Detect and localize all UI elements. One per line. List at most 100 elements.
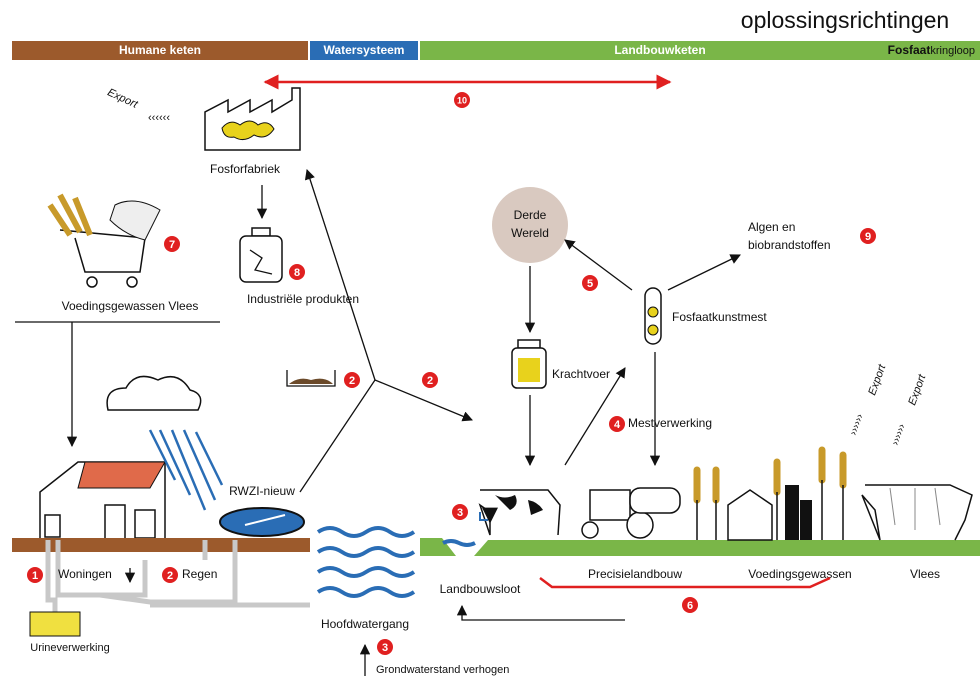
band-label: Watersysteem (324, 43, 405, 57)
arrow (456, 604, 625, 621)
cloud (106, 375, 202, 411)
shape (134, 509, 156, 539)
shape (589, 489, 631, 521)
export-label: Export (106, 86, 141, 111)
shape (785, 485, 799, 540)
badge-number: 3 (382, 642, 388, 654)
shape (289, 264, 305, 280)
badges: 10 7 8 5 9 2 2 4 3 1 2 3 6 (27, 92, 876, 655)
label: Fosfaatkunstmest (672, 310, 767, 324)
badge-number: 5 (587, 278, 593, 290)
shape (517, 339, 541, 349)
shape (59, 229, 146, 273)
label: biobrandstoffen (748, 238, 831, 252)
badge: 7 (164, 236, 180, 252)
shape (860, 228, 876, 244)
cow-icon (478, 489, 561, 536)
shape (495, 495, 543, 515)
title: oplossingsrichtingen (741, 7, 949, 33)
badge: 10 (454, 92, 470, 108)
cart-icon (47, 193, 161, 288)
shape (109, 200, 161, 241)
band-humane (12, 41, 308, 60)
rwzi-tank (219, 507, 305, 537)
shape (249, 249, 273, 275)
wheat-stems (696, 480, 844, 540)
shape (647, 306, 659, 318)
shape (316, 546, 416, 558)
badge-number: 2 (427, 375, 433, 387)
shape (244, 514, 286, 526)
export-label: Export (866, 362, 888, 397)
shape (27, 567, 43, 583)
shape (454, 92, 470, 108)
export-label: Export (906, 372, 928, 407)
water-waves (316, 526, 416, 598)
shape (667, 254, 741, 291)
red-line (539, 576, 831, 589)
badge: 6 (682, 597, 698, 613)
shape (204, 87, 301, 151)
rain (148, 429, 224, 511)
badge: 3 (452, 504, 468, 520)
badge-number: 8 (294, 267, 300, 279)
badge-number: 4 (614, 419, 621, 431)
band-label: Landbouwketen (614, 43, 705, 57)
shape (889, 487, 941, 530)
shape (126, 276, 138, 288)
label: Wereld (511, 226, 549, 240)
shape (148, 429, 224, 511)
shape (77, 461, 166, 489)
chevrons: ›››››› (847, 412, 866, 437)
band-water (310, 41, 418, 60)
badge-number: 2 (167, 570, 173, 582)
badge: 2 (344, 372, 360, 388)
shape (581, 521, 599, 539)
badge: 2 (162, 567, 178, 583)
badge-number: 6 (687, 600, 693, 612)
label: Regen (182, 567, 217, 581)
shape (626, 511, 654, 539)
shape (647, 324, 659, 336)
label: Woningen (58, 567, 112, 581)
shape (374, 379, 473, 422)
shape (104, 504, 126, 541)
shape (800, 500, 812, 540)
shape (609, 416, 625, 432)
badge: 4 (609, 416, 625, 432)
label: Mestverwerking (628, 416, 712, 430)
shape (316, 586, 416, 598)
shape (377, 639, 393, 655)
label: Landbouwsloot (440, 582, 521, 596)
label: Hoofdwatergang (321, 617, 409, 631)
chevrons: ‹‹‹‹‹‹ (148, 112, 170, 124)
label: Vlees (910, 567, 940, 581)
shape (442, 539, 476, 547)
shape (629, 487, 681, 514)
band-label-rest: kringloop (930, 45, 975, 57)
badge-number: 1 (32, 570, 38, 582)
badge-number: 7 (169, 239, 175, 251)
shape (304, 169, 376, 381)
badge: 8 (289, 264, 305, 280)
shape (727, 489, 773, 541)
band-landbouw (420, 41, 980, 60)
shape (696, 480, 844, 540)
badge-number: 3 (457, 507, 463, 519)
chevrons: ›››››› (889, 422, 908, 447)
label: Grondwaterstand verhogen (376, 664, 509, 676)
jar-icon (511, 339, 547, 389)
badge: 2 (422, 372, 438, 388)
derde-wereld (492, 187, 568, 263)
shape (221, 120, 275, 141)
badge: 3 (377, 639, 393, 655)
header-bar: Humane keten Watersysteem Landbouwketen … (12, 41, 980, 60)
barn-icon (727, 485, 812, 541)
shape (693, 446, 847, 504)
shape (47, 193, 93, 237)
badge-number: 2 (349, 375, 355, 387)
shape (251, 227, 271, 237)
label: Krachtvoer (552, 367, 610, 381)
shape (344, 372, 360, 388)
